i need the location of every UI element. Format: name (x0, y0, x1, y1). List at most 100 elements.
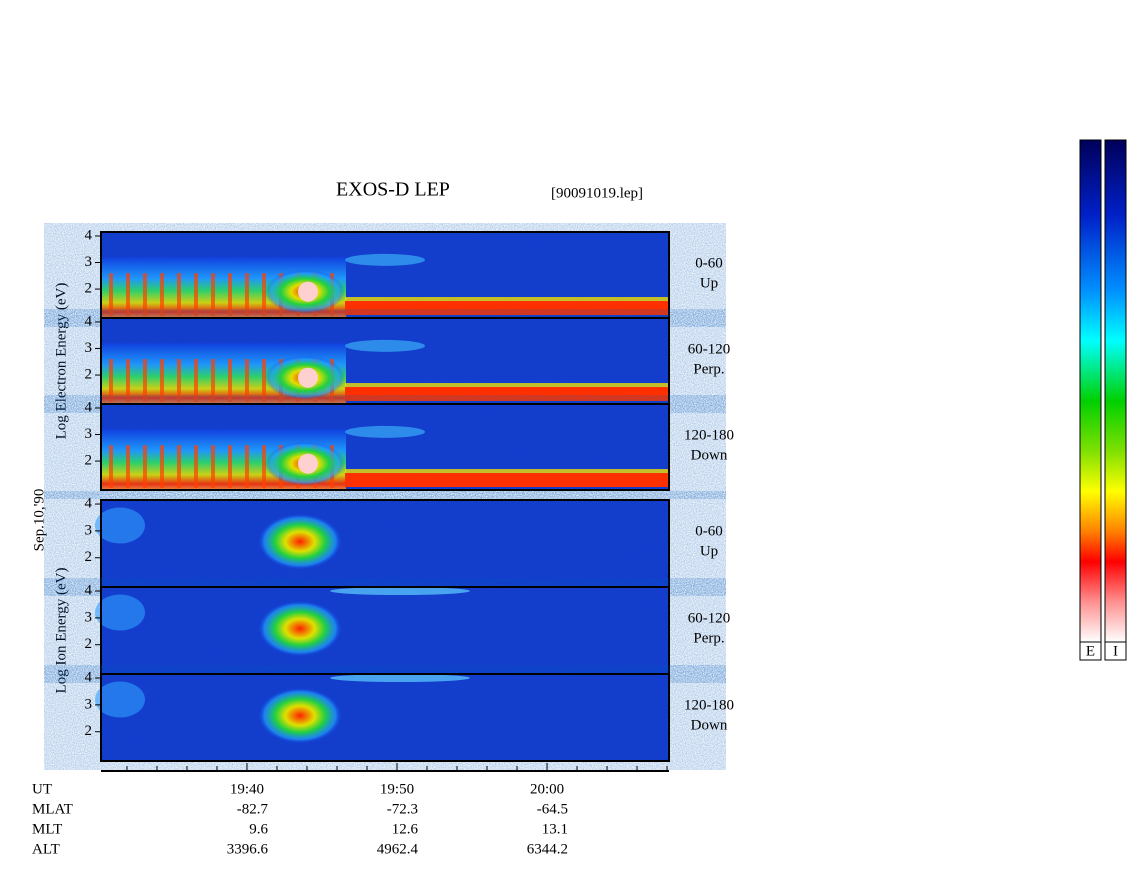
spectrogram-feature (228, 445, 232, 488)
orbit-value: 3396.6 (227, 841, 269, 857)
panel-sublabel: Perp. (693, 630, 724, 646)
spectrogram-feature (262, 359, 266, 402)
spectrogram-feature (95, 507, 145, 544)
spectrogram-feature (330, 674, 470, 683)
panel-label: 120-180 (684, 697, 734, 713)
spectrogram-feature (345, 469, 669, 474)
orbit-value: 12.6 (392, 821, 419, 837)
spectrogram-feature (345, 339, 425, 352)
y-tick-label: 2 (85, 549, 93, 565)
spectrogram-noise (101, 674, 669, 761)
spectrogram-feature (345, 301, 669, 316)
x-tick-label: 20:00 (530, 781, 564, 797)
panel-label: 120-180 (684, 427, 734, 443)
spectrogram-noise (101, 587, 669, 674)
y-tick-label: 2 (85, 367, 93, 383)
spectrogram-feature (258, 687, 342, 744)
spectrogram-feature (109, 359, 113, 402)
spectrogram-feature (143, 445, 147, 488)
y-tick-label: 4 (85, 669, 93, 685)
orbit-label: ALT (32, 841, 60, 857)
panel-sublabel: Up (700, 275, 718, 291)
panel-frame (100, 403, 670, 491)
orbit-value: 9.6 (249, 821, 268, 837)
spectrogram-feature (160, 273, 164, 316)
spectrogram-feature (345, 383, 669, 388)
colorbar (1104, 139, 1127, 643)
spectrogram-feature (95, 594, 145, 631)
y-tick-label: 2 (85, 636, 93, 652)
colorbar-label-box (1104, 641, 1127, 661)
spectrogram-feature (245, 359, 249, 402)
spectrogram-feature (345, 473, 669, 488)
colorbar (1079, 139, 1102, 643)
spectrogram-feature (345, 425, 425, 438)
spectrogram-feature (211, 359, 215, 402)
spectrogram-feature (143, 359, 147, 402)
y-tick-label: 4 (85, 399, 93, 415)
spectrogram-feature (245, 273, 249, 316)
panel-label: 60-120 (688, 610, 731, 626)
panel-frame (100, 673, 670, 762)
spectrogram-feature (194, 359, 198, 402)
y-tick-label: 4 (85, 313, 93, 329)
y-tick-label: 4 (85, 582, 93, 598)
spectrogram-feature (126, 445, 130, 488)
orbit-value: -82.7 (237, 801, 269, 817)
spectrogram-feature (177, 359, 181, 402)
y-tick-label: 2 (85, 723, 93, 739)
spectrogram-feature (109, 445, 113, 488)
spectrogram-feature (228, 273, 232, 316)
y-tick-label: 3 (85, 426, 93, 442)
spectrogram-feature (160, 359, 164, 402)
spectrogram-feature (143, 273, 147, 316)
spectrogram-feature (258, 600, 342, 657)
spectrogram-feature (194, 445, 198, 488)
spectrogram-feature (298, 367, 318, 388)
y-tick-label: 3 (85, 696, 93, 712)
spectrogram-feature (345, 387, 669, 402)
orbit-value: 13.1 (542, 821, 568, 837)
spectrogram-feature (262, 445, 266, 488)
x-label: UT (32, 781, 52, 797)
spectrogram-feature (194, 273, 198, 316)
spectrogram-feature (126, 273, 130, 316)
colorbar-label: I (1113, 643, 1118, 659)
colorbar-label: E (1086, 643, 1095, 659)
orbit-label: MLT (32, 821, 62, 837)
spectrogram-feature (330, 587, 470, 596)
orbit-label: MLAT (32, 801, 73, 817)
spectrogram-feature (177, 273, 181, 316)
orbit-value: 4962.4 (377, 841, 419, 857)
subtitle: [90091019.lep] (551, 185, 643, 201)
y-tick-label: 3 (85, 609, 93, 625)
y-tick-label: 3 (85, 340, 93, 356)
panel-sublabel: Down (691, 717, 728, 733)
spectrogram-noise (101, 500, 669, 587)
spectrogram-feature (160, 445, 164, 488)
axis-label: Log Electron Energy (eV) (53, 283, 69, 440)
y-tick-label: 3 (85, 522, 93, 538)
y-tick-label: 4 (85, 227, 93, 243)
panel-sublabel: Up (700, 543, 718, 559)
spectrogram-feature (245, 445, 249, 488)
y-tick-label: 3 (85, 254, 93, 270)
axis-label: Log Ion Energy (eV) (53, 568, 69, 694)
chart-title: EXOS-D LEP (336, 179, 450, 201)
spectrogram-feature (258, 513, 342, 570)
spectrogram-feature (211, 273, 215, 316)
date-label: Sep.10,'90 (31, 489, 47, 552)
spectrogram-feature (211, 445, 215, 488)
spectrogram-feature (109, 273, 113, 316)
y-tick-label: 4 (85, 495, 93, 511)
y-tick-label: 2 (85, 281, 93, 297)
panel-label: 0-60 (695, 523, 723, 539)
spectrogram-feature (345, 297, 669, 302)
panel-sublabel: Down (691, 447, 728, 463)
spectrogram-feature (177, 445, 181, 488)
spectrogram-feature (126, 359, 130, 402)
orbit-value: -64.5 (537, 801, 568, 817)
spectrogram-feature (262, 273, 266, 316)
x-tick-label: 19:40 (230, 781, 264, 797)
